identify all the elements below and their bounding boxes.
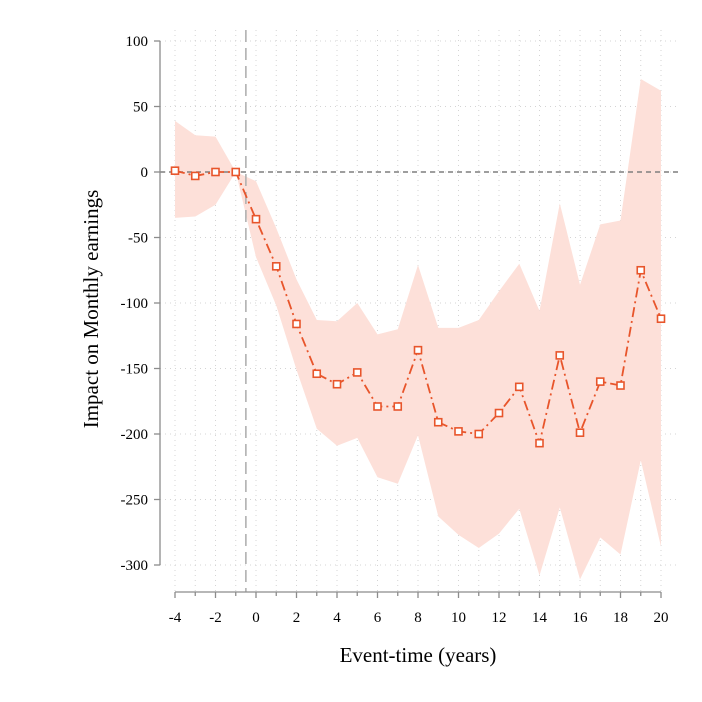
data-point-marker <box>393 402 403 411</box>
x-axis-ticks: -4 -2 0 2 4 6 8 10 12 14 16 18 20 <box>169 592 669 626</box>
data-point-marker <box>413 345 423 355</box>
data-point-marker <box>352 368 362 377</box>
x-tick-label: -4 <box>169 610 182 626</box>
data-point-marker <box>170 166 180 175</box>
data-point-marker <box>575 428 585 437</box>
y-tick-label: -100 <box>121 296 149 312</box>
data-point-marker <box>433 417 443 427</box>
y-tick-label: -150 <box>121 362 149 378</box>
x-tick-label: 20 <box>654 610 669 626</box>
data-point-marker <box>555 351 565 360</box>
x-tick-label: -2 <box>209 610 222 626</box>
data-point-marker <box>656 314 666 324</box>
y-tick-label: -250 <box>121 493 149 509</box>
data-point-marker <box>190 171 200 181</box>
data-point-marker <box>454 427 463 436</box>
x-tick-label: 8 <box>414 610 422 626</box>
data-point-marker <box>595 377 605 386</box>
data-point-marker <box>474 429 484 439</box>
data-point-markers <box>170 166 666 448</box>
data-point-marker <box>231 167 241 177</box>
data-point-marker <box>636 265 646 275</box>
x-tick-label: 2 <box>293 610 301 626</box>
x-tick-label: 16 <box>573 610 589 626</box>
data-point-marker <box>494 408 504 418</box>
x-tick-label: 4 <box>333 610 341 626</box>
data-point-marker <box>332 379 342 389</box>
x-tick-label: 18 <box>613 610 628 626</box>
y-axis-ticks: 100 50 0 -50 -100 -150 -200 -250 -300 <box>121 34 160 574</box>
data-point-marker <box>535 438 544 448</box>
x-tick-label: 6 <box>374 610 382 626</box>
x-tick-label: 10 <box>451 610 466 626</box>
y-tick-label: -50 <box>128 231 148 247</box>
y-tick-label: -200 <box>121 427 149 443</box>
data-point-marker <box>211 167 220 177</box>
x-axis-title: Event-time (years) <box>340 643 497 667</box>
data-point-marker <box>514 382 524 392</box>
x-tick-label: 12 <box>492 610 507 626</box>
data-point-marker <box>271 262 281 271</box>
y-tick-label: 50 <box>133 100 148 116</box>
y-tick-label: 0 <box>141 165 149 181</box>
x-tick-label: 0 <box>252 610 260 626</box>
data-point-marker <box>292 319 301 329</box>
data-point-marker <box>373 402 382 411</box>
x-tick-label: 14 <box>532 610 548 626</box>
data-point-marker <box>616 381 625 390</box>
data-point-marker <box>251 214 261 224</box>
confidence-band <box>175 79 661 580</box>
y-axis-title: Impact on Monthly earnings <box>79 190 103 429</box>
data-point-marker <box>312 369 322 379</box>
y-tick-label: -300 <box>121 558 149 574</box>
y-tick-label: 100 <box>126 34 149 50</box>
